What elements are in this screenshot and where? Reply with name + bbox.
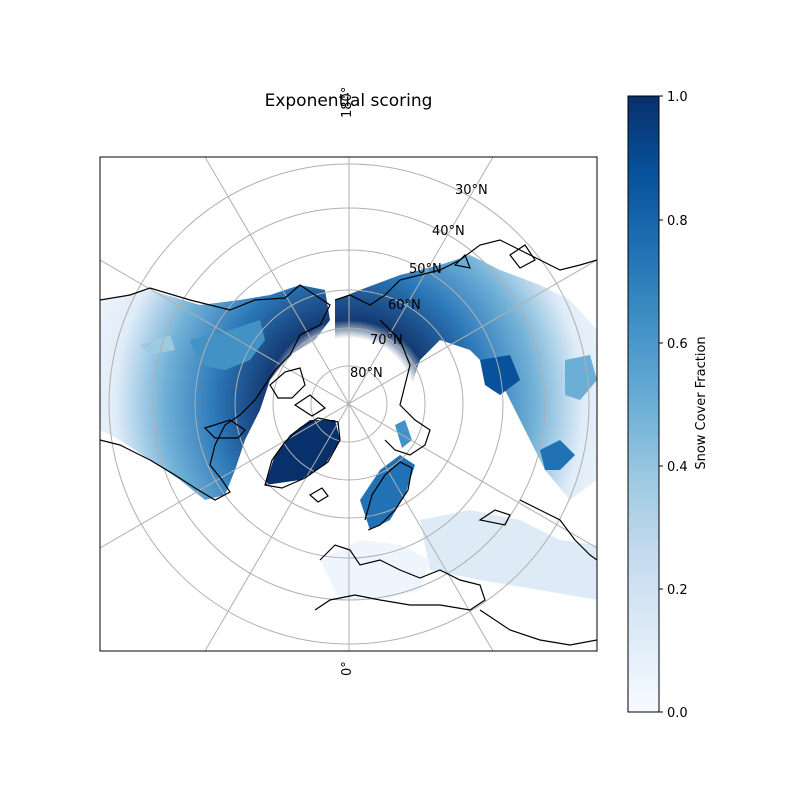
map-frame	[99, 156, 598, 652]
meridian-label-bottom: 0°	[340, 661, 355, 676]
map-title: Exponential scoring	[264, 91, 433, 111]
graticule	[100, 157, 597, 651]
coastlines	[100, 239, 597, 646]
colorbar-tick-0: 0.0	[667, 706, 688, 721]
colorbar: 0.0 0.2 0.4 0.6 0.8 1.0	[627, 90, 688, 721]
colorbar-label: Snow Cover Fraction	[694, 336, 709, 470]
colorbar-tick-4: 0.8	[667, 214, 688, 229]
lat-label-60: 60°N	[388, 298, 421, 313]
colorbar-tick-3: 0.6	[667, 337, 688, 352]
lat-label-70: 70°N	[370, 333, 403, 348]
lat-label-30: 30°N	[455, 183, 488, 198]
colorbar-tick-2: 0.4	[667, 460, 688, 475]
meridian-30	[204, 157, 494, 651]
lat-label-80: 80°N	[350, 366, 383, 381]
latitude-labels: 30°N 40°N 50°N 60°N 70°N 80°N	[350, 183, 488, 381]
lat-label-50: 50°N	[409, 262, 442, 277]
colorbar-tick-1: 0.2	[667, 583, 688, 598]
colorbar-tick-5: 1.0	[667, 90, 688, 105]
meridian-label-top: 180°	[340, 86, 355, 118]
map-panel	[100, 157, 597, 651]
lat-label-40: 40°N	[432, 224, 465, 239]
colorbar-gradient	[627, 95, 660, 713]
